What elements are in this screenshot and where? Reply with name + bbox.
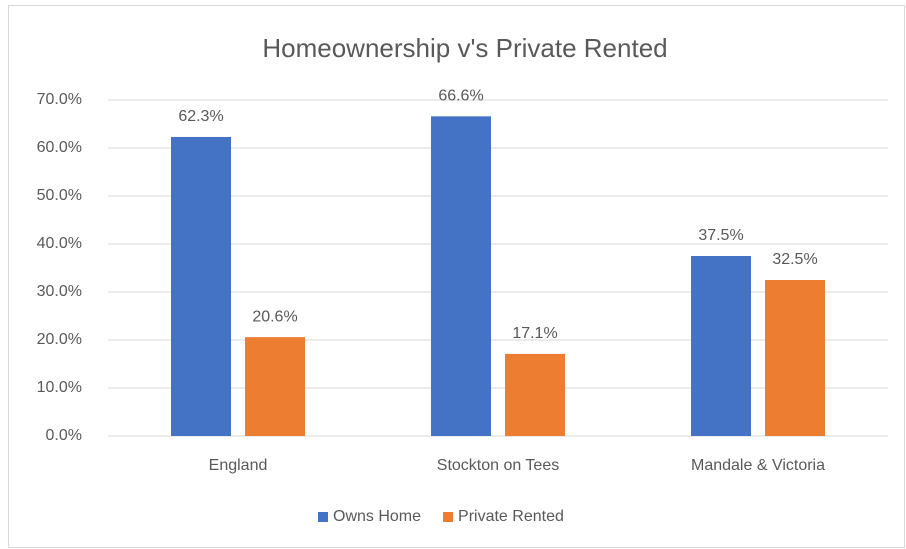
x-tick-label: Stockton on Tees — [437, 457, 559, 474]
legend-label: Owns Home — [333, 508, 421, 525]
y-tick-label: 40.0% — [37, 235, 82, 252]
data-label: 62.3% — [178, 108, 223, 125]
bar — [245, 337, 305, 436]
bar — [765, 280, 825, 436]
bar — [505, 353, 565, 436]
legend-label: Private Rented — [458, 508, 564, 525]
data-label: 37.5% — [698, 227, 743, 244]
x-tick-label: England — [209, 457, 268, 474]
y-tick-label: 10.0% — [37, 379, 82, 396]
y-tick-label: 30.0% — [37, 283, 82, 300]
data-label: 17.1% — [512, 325, 557, 342]
y-tick-label: 20.0% — [37, 331, 82, 348]
x-tick-label: Mandale & Victoria — [691, 457, 825, 474]
data-label: 20.6% — [252, 308, 297, 325]
y-tick-label: 0.0% — [46, 427, 82, 444]
bar — [431, 116, 491, 436]
legend-swatch — [318, 512, 328, 522]
y-tick-label: 70.0% — [37, 91, 82, 108]
chart-title: Homeownership v's Private Rented — [262, 33, 667, 63]
y-tick-label: 60.0% — [37, 139, 82, 156]
y-tick-label: 50.0% — [37, 187, 82, 204]
data-label: 32.5% — [772, 251, 817, 268]
legend-swatch — [443, 512, 454, 522]
bar — [171, 136, 231, 436]
bar — [691, 256, 751, 436]
data-label: 66.6% — [438, 88, 483, 105]
